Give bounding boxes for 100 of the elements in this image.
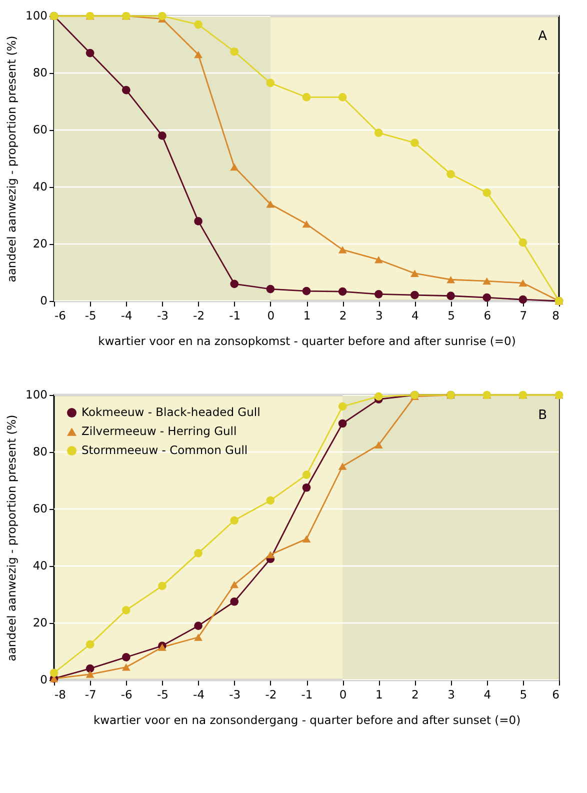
x-tick-label: -1: [229, 308, 241, 322]
y-tick-label: 100: [26, 8, 48, 22]
legend-label: Zilvermeeuw - Herring Gull: [82, 424, 237, 438]
point: [338, 287, 347, 296]
y-axis-title: aandeel aanwezig - proportion present (%): [4, 414, 19, 662]
point: [194, 217, 202, 226]
point: [230, 47, 239, 56]
y-tick-label: 100: [26, 388, 48, 402]
point: [338, 93, 347, 102]
point: [446, 170, 455, 178]
point: [266, 550, 275, 558]
point: [266, 200, 275, 208]
point: [338, 419, 347, 428]
x-tick-label: -2: [193, 308, 205, 322]
x-tick-label: 5: [520, 688, 528, 702]
x-tick-label: 0: [339, 688, 347, 702]
x-tick-label: -7: [84, 688, 96, 702]
point: [266, 78, 275, 88]
point: [374, 256, 383, 264]
point: [482, 277, 492, 285]
point: [374, 128, 383, 138]
point: [230, 163, 239, 171]
point: [482, 293, 492, 302]
x-tick-label: 8: [552, 308, 560, 322]
point: [194, 20, 202, 29]
y-tick-label: 20: [32, 616, 48, 630]
x-tick-label: -3: [156, 308, 168, 322]
y-tick-label: 0: [40, 294, 48, 308]
point: [446, 276, 455, 284]
x-tick-label: 0: [267, 308, 275, 322]
point: [122, 653, 130, 662]
x-tick-label: -3: [229, 688, 241, 702]
x-tick-label: 6: [484, 308, 492, 322]
point: [122, 86, 130, 94]
x-tick-label: 3: [375, 308, 383, 322]
x-tick-label: -2: [265, 688, 277, 702]
y-tick-label: 80: [32, 66, 48, 80]
point: [86, 640, 94, 649]
x-tick-label: 4: [484, 688, 492, 702]
point: [338, 246, 347, 254]
point: [338, 462, 347, 470]
y-axis-title: aandeel aanwezig - proportion present (%): [4, 36, 19, 282]
x-tick-label: 6: [552, 688, 560, 702]
point: [518, 238, 528, 247]
point: [86, 664, 94, 673]
y-tick-label: 60: [32, 502, 48, 516]
x-axis-title: kwartier voor en na zonsondergang - quarter before and after sunset (=0): [93, 713, 521, 727]
x-tick-label: -6: [120, 688, 132, 702]
x-tick-label: 1: [375, 688, 383, 702]
y-tick-label: 40: [32, 180, 48, 194]
point: [194, 634, 202, 641]
point: [302, 470, 311, 479]
point: [302, 93, 311, 102]
point: [158, 12, 166, 20]
point: [410, 290, 419, 300]
x-tick-label: -6: [54, 308, 66, 322]
point: [374, 441, 383, 448]
point: [338, 402, 347, 411]
point: [482, 188, 492, 197]
point: [374, 392, 383, 401]
point: [266, 284, 275, 294]
point: [302, 535, 311, 543]
point: [446, 292, 455, 300]
y-tick-label: 80: [32, 444, 48, 458]
x-tick-label: 4: [412, 308, 419, 322]
point: [230, 597, 239, 606]
x-tick-label: 7: [520, 308, 528, 322]
point: [230, 516, 239, 525]
point: [158, 582, 166, 590]
y-tick-label: 60: [32, 122, 48, 136]
point: [86, 670, 94, 678]
x-tick-label: 1: [303, 308, 311, 322]
y-tick-label: 20: [32, 236, 48, 250]
point: [302, 286, 311, 296]
point: [86, 48, 94, 58]
x-tick-label: -5: [84, 308, 96, 322]
x-tick-label: 5: [448, 308, 455, 322]
annotation: B: [538, 408, 547, 423]
point: [410, 270, 419, 277]
point: [122, 664, 130, 671]
x-tick-label: 3: [448, 688, 455, 702]
point: [374, 290, 383, 298]
point: [410, 138, 419, 147]
x-tick-label: 2: [339, 308, 347, 322]
legend-label: Kokmeeuw - Black-headed Gull: [82, 404, 260, 419]
point: [194, 50, 202, 58]
y-tick-label: 40: [32, 558, 48, 572]
point: [266, 496, 275, 505]
point: [302, 220, 311, 228]
x-tick-label: -1: [301, 688, 313, 702]
x-tick-label: -5: [156, 688, 168, 702]
point: [194, 549, 202, 558]
point: [518, 295, 528, 304]
point: [230, 280, 239, 288]
point: [518, 279, 528, 287]
x-tick-label: 2: [412, 688, 419, 702]
annotation: A: [538, 29, 548, 44]
point: [158, 132, 166, 140]
legend-label: Stormmeeuw - Common Gull: [82, 442, 248, 457]
x-tick-label: -8: [54, 688, 66, 702]
